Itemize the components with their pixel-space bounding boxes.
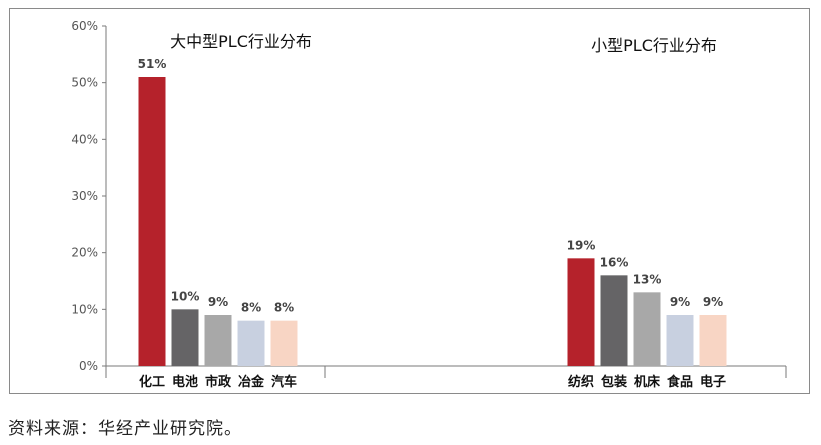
- bar-市政: [204, 315, 232, 366]
- data-label: 19%: [567, 238, 596, 252]
- bar-电池: [171, 309, 199, 366]
- data-label: 9%: [670, 295, 690, 309]
- category-label: 市政: [205, 374, 232, 390]
- bar-汽车: [270, 320, 298, 366]
- panel-title: 大中型PLC行业分布: [170, 32, 312, 51]
- data-label: 16%: [600, 255, 629, 269]
- category-label: 电池: [172, 374, 198, 390]
- bar-冶金: [237, 320, 265, 366]
- y-tick-label: 60%: [71, 19, 98, 33]
- y-tick-label: 30%: [71, 189, 98, 203]
- data-label: 9%: [208, 295, 228, 309]
- bar-机床: [633, 292, 661, 366]
- data-label: 13%: [633, 272, 662, 286]
- y-tick-label: 40%: [71, 132, 98, 146]
- source-note: 资料来源：华经产业研究院。: [8, 419, 242, 439]
- bar-包装: [600, 275, 628, 366]
- bar-电子: [699, 315, 727, 366]
- category-label: 纺织: [568, 374, 594, 390]
- category-label: 电子: [700, 374, 726, 390]
- category-label: 机床: [634, 374, 661, 390]
- bar-食品: [666, 315, 694, 366]
- data-label: 51%: [138, 57, 167, 71]
- y-tick-label: 0%: [79, 359, 98, 373]
- data-label: 8%: [274, 301, 294, 315]
- bar-纺织: [567, 258, 595, 366]
- chart-frame: [9, 8, 810, 394]
- panel-2: 小型PLC行业分布 19% 纺织 16% 包装 13% 机床 9% 食品 9% 电子: [567, 36, 727, 390]
- axes: 0% 10% 20% 30% 40% 50% 60%: [71, 19, 787, 378]
- bar-化工: [138, 77, 166, 366]
- y-tick-label: 50%: [71, 76, 98, 90]
- data-label: 10%: [171, 289, 200, 303]
- data-label: 9%: [703, 295, 723, 309]
- data-label: 8%: [241, 301, 261, 315]
- panel-title: 小型PLC行业分布: [591, 36, 717, 55]
- category-label: 冶金: [238, 374, 265, 390]
- y-tick-label: 20%: [71, 246, 98, 260]
- category-label: 汽车: [271, 374, 297, 390]
- category-label: 食品: [667, 374, 693, 390]
- category-label: 包装: [601, 374, 627, 390]
- category-label: 化工: [139, 374, 165, 390]
- y-tick-label: 10%: [71, 302, 98, 316]
